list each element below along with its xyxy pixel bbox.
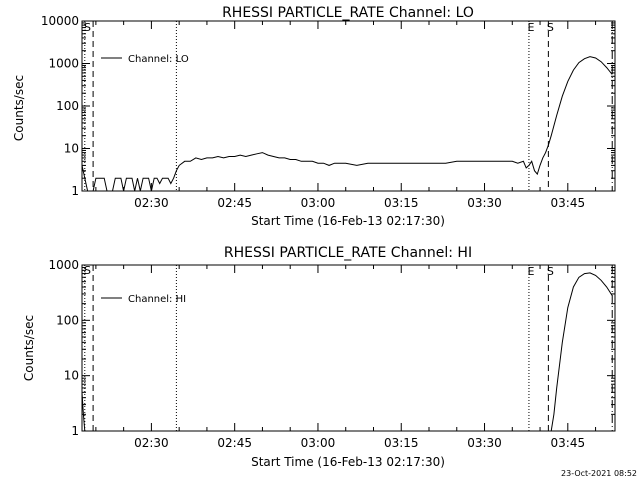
y-tick-label: 1 [71,424,79,438]
series-line [81,56,613,192]
event-marker-label: S [547,265,554,278]
x-tick-label: 02:30 [134,196,169,210]
legend: Channel: HI [101,294,186,305]
event-markers [84,265,613,431]
y-tick-label: 100 [56,313,79,327]
y-tick-label: 1 [71,184,79,198]
x-axis-label: Start Time (16-Feb-13 02:17:30) [251,214,445,228]
legend: Channel: LO [101,54,189,65]
y-axis-label: Counts/sec [22,315,36,381]
y-tick-label: 10 [64,142,79,156]
footer-timestamp: 23-Oct-2021 08:52 [561,469,637,478]
x-tick-label: 02:45 [217,196,252,210]
legend-label: Channel: LO [128,54,189,65]
event-marker-label: S [547,21,554,34]
x-tick-label: 03:30 [467,436,502,450]
x-tick-label: 03:00 [301,196,336,210]
y-tick-label: 100 [56,99,79,113]
x-axis-ticks: 02:30 02:45 03:00 03:15 03:30 03:45 [95,21,597,210]
x-tick-label: 03:45 [551,436,586,450]
y-axis-label: Counts/sec [12,75,26,141]
plot-frame [81,264,616,432]
event-marker-label: E [527,265,534,278]
x-tick-label: 03:00 [301,436,336,450]
x-tick-label: 03:30 [467,196,502,210]
panel-lo: RHESSI PARTICLE_RATE Channel: LO Counts/… [12,5,616,228]
plot-frame [81,20,616,192]
y-axis-ticks: 1 10 100 1000 10000 [41,14,615,198]
corner-marker-label: S [84,21,91,34]
event-marker-label: E [527,21,534,34]
chart-title: RHESSI PARTICLE_RATE Channel: HI [224,245,472,261]
x-axis-ticks: 02:30 02:45 03:00 03:15 03:30 03:45 [95,265,597,450]
y-tick-label: 10000 [41,14,79,28]
chart-title: RHESSI PARTICLE_RATE Channel: LO [222,5,474,21]
x-tick-label: 02:45 [217,436,252,450]
y-tick-label: 10 [64,369,79,383]
legend-label: Channel: HI [128,294,186,305]
y-tick-label: 1000 [48,57,79,71]
corner-marker-label: S [84,264,91,277]
y-axis-ticks: 1 10 100 1000 [48,258,615,438]
event-markers [84,21,613,191]
x-axis-label: Start Time (16-Feb-13 02:17:30) [251,455,445,469]
y-tick-label: 1000 [48,258,79,272]
x-tick-label: 03:15 [384,436,419,450]
x-tick-label: 02:30 [134,436,169,450]
series-layer [81,56,613,192]
x-tick-label: 03:15 [384,196,419,210]
x-tick-label: 03:45 [551,196,586,210]
panel-hi: RHESSI PARTICLE_RATE Channel: HI Counts/… [22,245,616,469]
